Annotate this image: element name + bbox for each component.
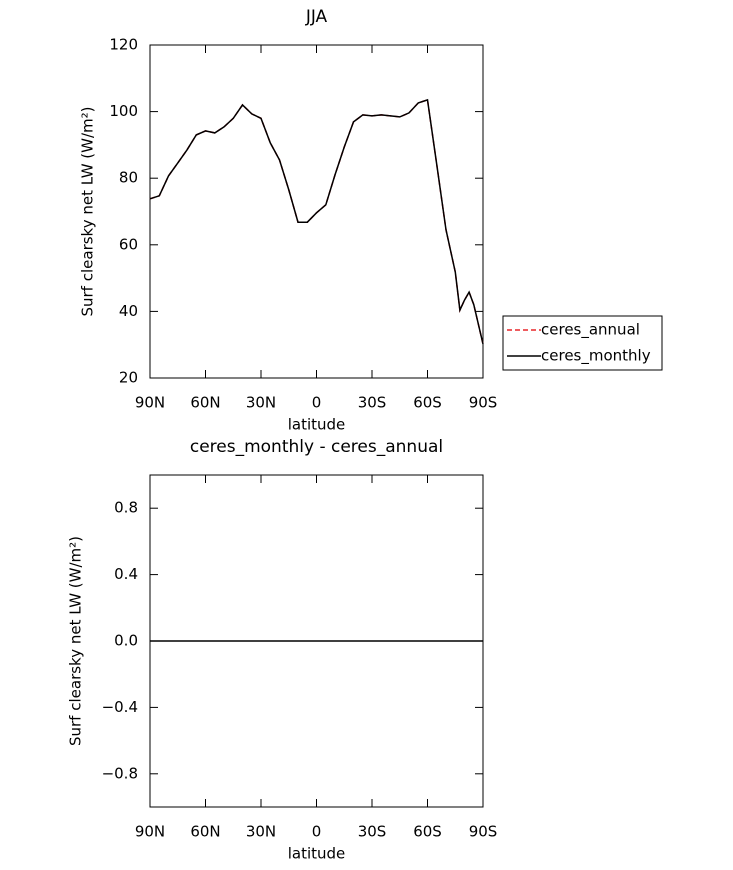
- x-tick-label: 60N: [190, 394, 220, 412]
- x-tick-label: 30S: [358, 823, 387, 841]
- chart-title: JJA: [305, 7, 328, 27]
- x-tick-label: 30S: [358, 394, 387, 412]
- y-tick-label: 0.8: [114, 499, 138, 517]
- y-tick-label: 120: [109, 36, 138, 54]
- y-tick-label: −0.8: [102, 764, 138, 782]
- legend-box: [502, 315, 663, 371]
- x-tick-label: 0: [312, 394, 322, 412]
- y-tick-label: 80: [119, 169, 138, 187]
- data-line: [149, 98, 484, 345]
- x-tick-label: 60S: [413, 823, 442, 841]
- y-tick-label: 0.4: [114, 565, 138, 583]
- chart-title: ceres_monthly - ceres_annual: [190, 437, 443, 457]
- x-tick-label: 60S: [413, 394, 442, 412]
- x-axis-label: latitude: [288, 416, 346, 434]
- x-tick-label: 90S: [469, 394, 498, 412]
- y-tick-label: 100: [109, 102, 138, 120]
- x-tick-label: 30N: [246, 823, 276, 841]
- y-tick-label: −0.4: [102, 698, 138, 716]
- x-tick-label: 60N: [190, 823, 220, 841]
- plot-frame: [149, 44, 484, 379]
- legend-label: ceres_monthly: [541, 347, 651, 366]
- legend-label: ceres_annual: [541, 321, 640, 340]
- y-axis-label: Surf clearsky net LW (W/m²): [79, 106, 97, 316]
- x-tick-label: 90N: [135, 394, 165, 412]
- y-tick-label: 20: [119, 369, 138, 387]
- x-tick-label: 90S: [469, 823, 498, 841]
- y-tick-label: 0.0: [114, 632, 138, 650]
- y-tick-label: 60: [119, 235, 138, 253]
- x-tick-label: 30N: [246, 394, 276, 412]
- y-axis-label: Surf clearsky net LW (W/m²): [67, 536, 85, 746]
- x-tick-label: 90N: [135, 823, 165, 841]
- x-tick-label: 0: [312, 823, 322, 841]
- x-axis-label: latitude: [288, 845, 346, 863]
- y-tick-label: 40: [119, 302, 138, 320]
